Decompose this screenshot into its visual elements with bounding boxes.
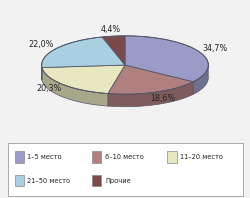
Bar bbox=[14, 151, 24, 163]
Text: 18,6%: 18,6% bbox=[150, 94, 175, 103]
Polygon shape bbox=[42, 68, 108, 106]
Text: 34,7%: 34,7% bbox=[202, 44, 228, 53]
Polygon shape bbox=[102, 36, 125, 65]
Polygon shape bbox=[108, 82, 193, 107]
Polygon shape bbox=[193, 63, 208, 94]
Text: 21–50 место: 21–50 место bbox=[28, 178, 70, 184]
Bar bbox=[92, 151, 102, 163]
Text: 11–20 место: 11–20 место bbox=[180, 154, 223, 160]
Text: 22,0%: 22,0% bbox=[28, 40, 54, 49]
Polygon shape bbox=[108, 65, 193, 94]
Text: 4,4%: 4,4% bbox=[101, 25, 121, 34]
Bar bbox=[14, 175, 24, 186]
Text: 6–10 место: 6–10 место bbox=[105, 154, 144, 160]
Polygon shape bbox=[42, 37, 125, 68]
Polygon shape bbox=[125, 36, 208, 82]
Text: 20,3%: 20,3% bbox=[36, 84, 62, 93]
Bar bbox=[167, 151, 177, 163]
Text: Прочие: Прочие bbox=[105, 178, 131, 184]
Text: 1–5 место: 1–5 место bbox=[28, 154, 62, 160]
Bar bbox=[92, 175, 102, 186]
Polygon shape bbox=[42, 65, 125, 94]
